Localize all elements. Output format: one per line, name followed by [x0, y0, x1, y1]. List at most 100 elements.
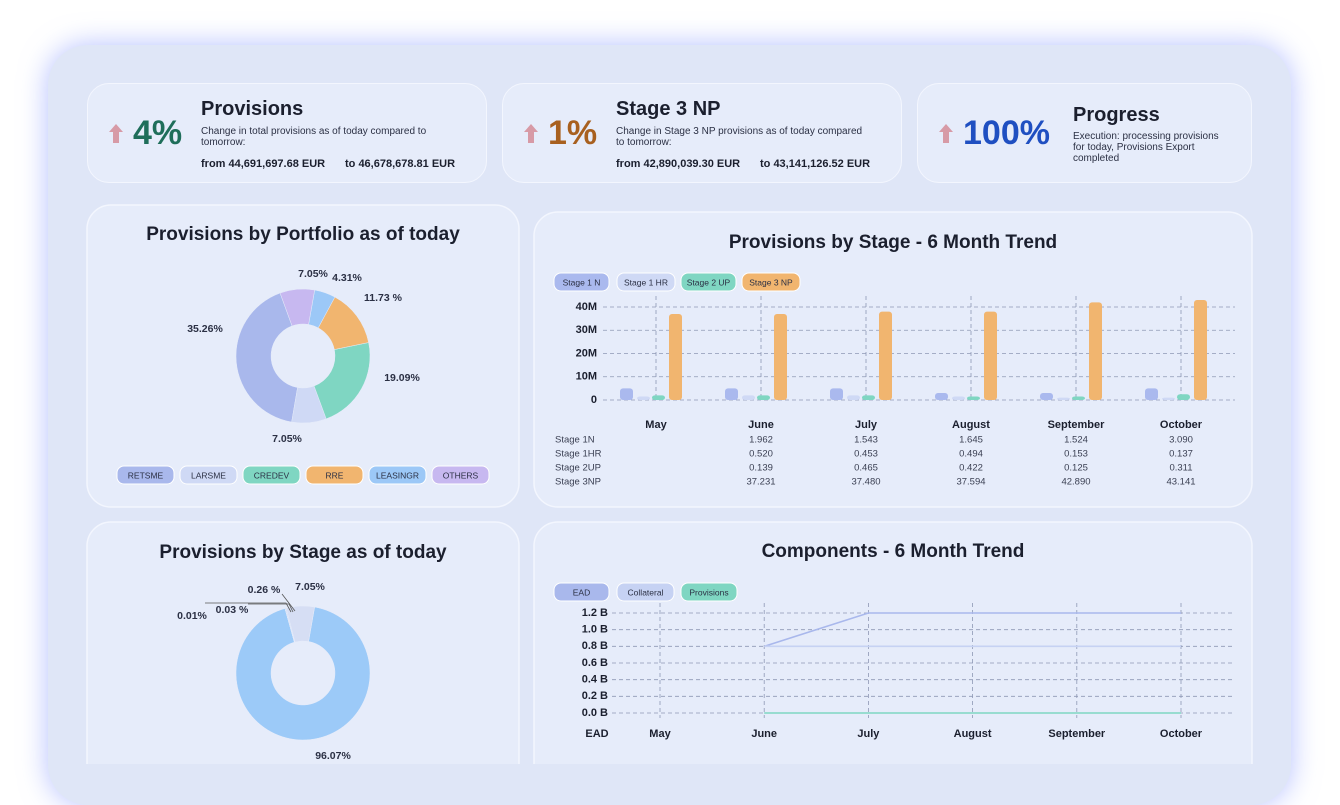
- bar: [1194, 300, 1207, 400]
- legend-pill: [553, 272, 610, 292]
- x-tick-label: August: [952, 419, 990, 431]
- legend-label: Stage 1 HR: [624, 277, 668, 287]
- donut-slice: [279, 288, 315, 327]
- table-cell: 1.962: [749, 435, 773, 446]
- x-tick-label: September: [1048, 728, 1106, 740]
- bar: [1040, 393, 1053, 400]
- arrow: [109, 124, 123, 143]
- legend-pill: [680, 272, 737, 292]
- legend-label: EAD: [573, 587, 590, 597]
- table-cell: 1.645: [959, 435, 983, 446]
- kpi-description: Change in total provisions as of today c…: [201, 126, 427, 148]
- y-tick-label: 0.4 B: [582, 674, 608, 686]
- chart-title: Provisions by Stage as of today: [159, 542, 447, 563]
- table-cell: 0.311: [1169, 463, 1192, 474]
- kpi-card: 1% Stage 3 NP Change in Stage 3 NP provisi…: [502, 83, 902, 183]
- y-tick-label: 1.2 B: [582, 607, 608, 619]
- table-cell: 0.139: [749, 463, 773, 474]
- legend-label: Provisions: [689, 587, 728, 597]
- donut-slice: [317, 296, 369, 350]
- x-tick-label: July: [857, 728, 880, 740]
- dashboard: Provisions by Portfolio as of today 35.26…: [86, 204, 1253, 764]
- legend-pill: [116, 465, 175, 485]
- legend-label: RETSME: [128, 470, 164, 480]
- data-label: 96.07%: [315, 750, 351, 762]
- bar: [620, 388, 633, 400]
- table-cell: 0.422: [959, 463, 983, 474]
- kpi-title: Progress: [1073, 104, 1160, 126]
- data-label: 7.05%: [272, 433, 302, 445]
- legend-label: Stage 2 UP: [687, 277, 731, 287]
- bar: [1057, 397, 1070, 400]
- card: [86, 521, 520, 764]
- bar: [1162, 397, 1175, 400]
- table-cell: 42.890: [1061, 477, 1090, 488]
- donut-slice: [291, 385, 327, 424]
- kpi-title: Stage 3 NP: [616, 98, 721, 120]
- donut-slice: [235, 292, 298, 423]
- data-label: 19.09%: [384, 372, 420, 384]
- bar: [669, 313, 682, 400]
- table-cell: 0.153: [1064, 449, 1088, 460]
- legend-label: Stage 3 NP: [749, 277, 793, 287]
- bar: [862, 395, 875, 400]
- legend-pill: [680, 582, 738, 602]
- kpi-card: 100% Progress Execution: processing provis…: [917, 83, 1252, 183]
- leader-line: [281, 593, 296, 612]
- card: [86, 204, 520, 508]
- bar: [847, 395, 860, 400]
- data-label: 35.26%: [187, 323, 223, 335]
- y-tick-label: 0.0 B: [582, 707, 608, 719]
- legend-pill: [616, 582, 675, 602]
- leader-line: [248, 603, 294, 613]
- legend-pill: [553, 582, 610, 602]
- legend-pill: [431, 465, 490, 485]
- kpi-to: to 46,678,678.81 EUR: [345, 158, 456, 170]
- legend-pill: [741, 272, 801, 292]
- table-cell: 0.465: [854, 463, 878, 474]
- bar: [830, 388, 843, 400]
- bar: [1072, 396, 1085, 400]
- kpi-description: Execution: processing provisions for tod…: [1073, 131, 1219, 164]
- x-tick-label: June: [748, 419, 774, 431]
- table-cell: 0.125: [1064, 463, 1088, 474]
- kpi-value: 1%: [548, 114, 598, 152]
- table-cell: 0.137: [1169, 449, 1193, 460]
- data-label: 0.01%: [177, 610, 207, 622]
- table-cell: 0.494: [959, 449, 983, 460]
- legend-label: RRE: [326, 470, 344, 480]
- page: Provisions by Portfolio as of today 35.26…: [48, 45, 1291, 805]
- x-tick-label: September: [1048, 419, 1106, 431]
- chart-title: Components - 6 Month Trend: [762, 541, 1025, 562]
- legend-pill: [305, 465, 364, 485]
- bar: [652, 395, 665, 400]
- bar: [1145, 388, 1158, 400]
- table-cell: 37.480: [851, 477, 880, 488]
- x-tick-label: August: [954, 728, 992, 740]
- donut-slice: [235, 606, 371, 741]
- donut-slice: [308, 289, 336, 329]
- table-row-label: Stage 2UP: [555, 463, 601, 474]
- up-arrow-icon: [109, 124, 123, 143]
- table-row-label: Stage 1HR: [555, 449, 602, 460]
- bar: [1089, 302, 1102, 400]
- data-label: 7.05%: [298, 268, 328, 280]
- table-cell: 1.524: [1064, 435, 1088, 446]
- data-label: 7.05%: [295, 581, 325, 593]
- table-cell: 0.453: [854, 449, 878, 460]
- y-tick-label: 40M: [576, 301, 597, 313]
- data-label: 0.03 %: [216, 604, 249, 616]
- table-row-label: Stage 1N: [555, 435, 595, 446]
- x-tick-label: June: [751, 728, 777, 740]
- line-series: [763, 612, 1181, 648]
- kpi-title: Provisions: [201, 98, 304, 120]
- bar: [725, 388, 738, 400]
- bar: [637, 396, 650, 400]
- bar: [879, 311, 892, 400]
- x-tick-label: May: [645, 419, 667, 431]
- kpi-to: to 43,141,126.52 EUR: [760, 158, 871, 170]
- bar: [757, 395, 770, 400]
- bar: [952, 396, 965, 400]
- bar: [742, 395, 755, 400]
- data-label: 4.31%: [332, 272, 362, 284]
